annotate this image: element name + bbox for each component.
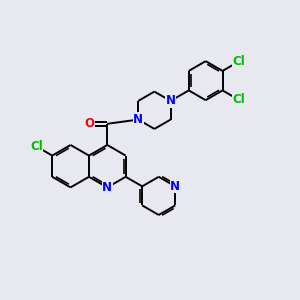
Text: Cl: Cl bbox=[30, 140, 43, 153]
Text: Cl: Cl bbox=[233, 55, 245, 68]
Text: N: N bbox=[166, 94, 176, 107]
Text: N: N bbox=[102, 181, 112, 194]
Text: N: N bbox=[170, 180, 180, 193]
Text: Cl: Cl bbox=[233, 94, 245, 106]
Text: N: N bbox=[133, 113, 143, 126]
Text: O: O bbox=[84, 117, 94, 130]
